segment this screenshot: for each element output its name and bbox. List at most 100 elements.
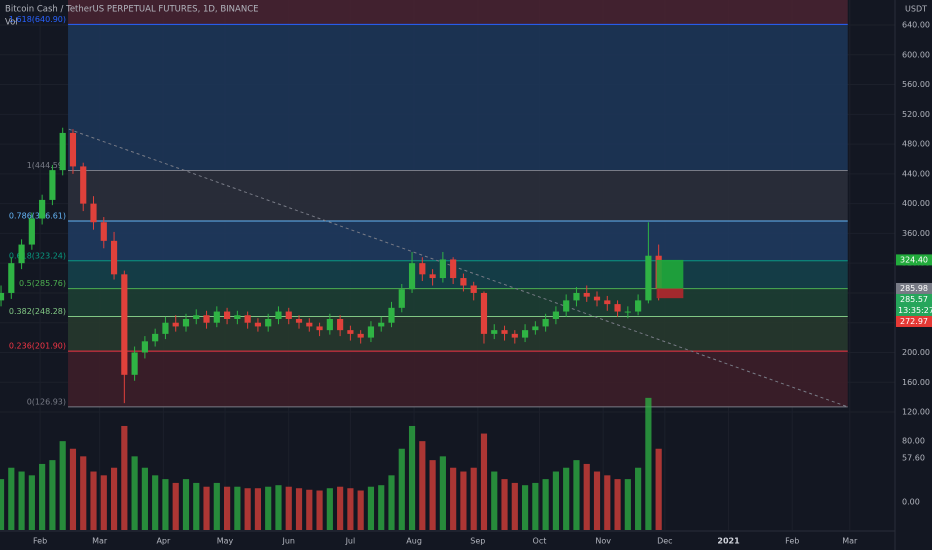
fib-band <box>68 0 848 25</box>
volume-bar <box>59 441 66 530</box>
volume-bar <box>224 486 231 530</box>
candle-body <box>234 315 241 319</box>
volume-bar <box>152 475 159 530</box>
y-tick-label: 400.00 <box>902 199 930 208</box>
y-tick-label: 120.00 <box>902 408 930 417</box>
candle-body <box>552 311 559 319</box>
volume-bar <box>295 488 303 530</box>
volume-bar <box>254 488 261 530</box>
candle-body <box>521 330 529 338</box>
candle-body <box>90 203 97 223</box>
candle-body <box>347 330 354 334</box>
candle-body <box>480 292 488 334</box>
volume-bar <box>501 479 508 530</box>
volume-bar <box>419 441 426 530</box>
volume-bar <box>635 467 642 530</box>
volume-bar <box>182 479 190 530</box>
volume-tick-label: 57.60 <box>902 454 925 463</box>
volume-bar <box>347 488 354 530</box>
volume-bar <box>28 475 35 530</box>
candle-body <box>614 304 621 312</box>
candle-body <box>357 333 364 338</box>
position-stop <box>656 288 684 299</box>
volume-bar <box>655 448 662 530</box>
volume-bar <box>378 485 385 530</box>
candle-body <box>295 318 303 323</box>
volume-bar <box>0 479 5 530</box>
candle-body <box>162 322 169 334</box>
candle-body <box>388 307 395 323</box>
volume-bar <box>39 463 46 530</box>
volume-bar <box>398 448 405 530</box>
volume-bar <box>18 471 25 530</box>
volume-tick-label: 80.00 <box>902 437 925 446</box>
volume-bar <box>357 490 364 530</box>
volume-bar <box>388 475 395 530</box>
volume-bar <box>69 448 77 530</box>
fib-label: 0.382(248.28) <box>9 307 66 316</box>
volume-bar <box>563 467 570 530</box>
countdown: 13:35:27 <box>898 306 932 315</box>
x-tick-label: 2021 <box>717 537 740 546</box>
volume-bar <box>645 397 652 530</box>
volume-bar <box>614 479 621 530</box>
candle-body <box>59 132 66 171</box>
candle-body <box>398 289 405 308</box>
volume-bar <box>131 456 138 530</box>
volume-bar <box>480 433 488 530</box>
fib-band <box>68 170 848 222</box>
y-tick-label: 160.00 <box>902 378 930 387</box>
candle-body <box>110 240 118 275</box>
candle-body <box>203 315 210 323</box>
candle-body <box>141 341 148 353</box>
volume-bar <box>193 482 200 530</box>
x-tick-label: Feb <box>33 537 47 546</box>
volume-bar <box>542 479 549 530</box>
candle-body <box>182 318 190 327</box>
candle-body <box>49 170 56 200</box>
candle-body <box>563 300 570 312</box>
chart-title: Bitcoin Cash / TetherUS PERPETUAL FUTURE… <box>5 5 259 15</box>
currency: USDT <box>905 5 927 14</box>
volume-bar <box>8 467 15 530</box>
candle-body <box>408 263 416 290</box>
candle-body <box>18 244 25 264</box>
volume-bar <box>367 486 375 530</box>
volume-title: Vol <box>5 18 18 28</box>
volume-bar <box>326 488 333 530</box>
volume-bar <box>521 485 529 530</box>
x-tick-label: Aug <box>406 537 422 546</box>
volume-bar <box>244 488 251 530</box>
candle-body <box>213 311 220 323</box>
candle-body <box>265 318 272 327</box>
volume-bar <box>511 482 518 530</box>
candle-body <box>491 330 498 334</box>
x-tick-label: Sep <box>470 537 485 546</box>
position-target <box>656 259 684 289</box>
volume-bar <box>337 486 344 530</box>
candle-body <box>583 292 590 297</box>
candle-body <box>337 318 344 331</box>
volume-bar <box>604 475 611 530</box>
volume-bar <box>285 486 292 530</box>
volume-bar <box>624 479 631 530</box>
fib-label: 0.618(323.24) <box>9 251 66 260</box>
x-tick-label: Dec <box>657 537 672 546</box>
y-tick-label: 440.00 <box>902 169 930 178</box>
volume-bar <box>450 467 457 530</box>
price-axis <box>895 0 932 550</box>
price-label-bg <box>896 315 932 327</box>
fib-band <box>68 221 848 261</box>
candle-body <box>100 222 107 241</box>
candle-body <box>285 311 292 319</box>
candle-body <box>450 259 457 279</box>
fib-label: 1(444.59) <box>27 161 66 170</box>
volume-bar <box>460 471 467 530</box>
y-tick-label: 600.00 <box>902 50 930 59</box>
candle-body <box>39 199 46 219</box>
y-tick-label: 200.00 <box>902 348 930 357</box>
volume-bar <box>583 463 590 530</box>
volume-bar <box>532 482 539 530</box>
x-tick-label: Apr <box>156 537 171 546</box>
candle-body <box>193 315 200 319</box>
